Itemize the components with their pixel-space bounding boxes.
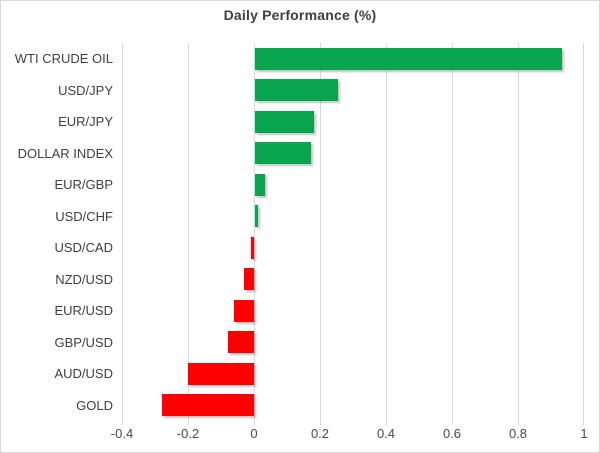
category-label-usd-chf: USD/CHF xyxy=(55,208,113,224)
x-axis: -0.4 -0.2 0 0.2 0.4 0.6 0.8 1 xyxy=(1,426,599,442)
gridline-x-1 xyxy=(583,43,584,425)
bar-eur-gbp xyxy=(255,173,265,196)
category-label-nzd-usd: NZD/USD xyxy=(55,271,113,287)
gridline-x-0.6 xyxy=(452,43,453,425)
gridline-x-0.4 xyxy=(386,43,387,425)
x-tick-label--0.4: -0.4 xyxy=(110,426,134,441)
bar-aud-usd xyxy=(188,362,254,385)
gridline-x--0.4 xyxy=(122,43,123,425)
category-label-dollar-index: DOLLAR INDEX xyxy=(17,145,113,161)
gridline-x-0.8 xyxy=(518,43,519,425)
x-tick-label-0.2: 0.2 xyxy=(310,426,330,441)
x-tick-label-0: 0 xyxy=(250,426,258,441)
x-tick-label-0.8: 0.8 xyxy=(508,426,528,441)
bar-usd-cad xyxy=(250,236,254,259)
bar-eur-usd xyxy=(234,299,254,322)
bar-wti-crude-oil xyxy=(255,47,562,70)
category-label-usd-cad: USD/CAD xyxy=(54,240,113,255)
category-label-eur-usd: EUR/USD xyxy=(54,303,113,318)
category-label-gold: GOLD xyxy=(76,397,113,413)
chart-title: Daily Performance (%) xyxy=(223,7,377,23)
gridline-x-0 xyxy=(254,43,255,425)
category-label-eur-gbp: EUR/GBP xyxy=(54,177,113,192)
bar-nzd-usd xyxy=(244,268,254,291)
x-tick-label-1: 1 xyxy=(580,426,588,441)
gridline-x-0.2 xyxy=(320,43,321,425)
bar-usd-chf xyxy=(255,205,259,228)
gridline-x--0.2 xyxy=(188,43,189,425)
plot-area xyxy=(122,43,584,425)
category-label-aud-usd: AUD/USD xyxy=(54,366,113,381)
bar-eur-jpy xyxy=(255,110,315,133)
bar-gbp-usd xyxy=(227,331,254,354)
category-label-gbp-usd: GBP/USD xyxy=(54,334,113,350)
bar-gold xyxy=(161,394,254,417)
category-label-usd-jpy: USD/JPY xyxy=(58,82,113,98)
bar-usd-jpy xyxy=(255,79,338,102)
x-tick-label-0.4: 0.4 xyxy=(376,426,396,441)
x-tick-label--0.2: -0.2 xyxy=(176,426,200,441)
category-axis: WTI CRUDE OIL USD/JPY EUR/JPY DOLLAR INDEX E… xyxy=(1,43,113,421)
category-label-wti-crude-oil: WTI CRUDE OIL xyxy=(14,51,113,66)
category-label-eur-jpy: EUR/JPY xyxy=(58,114,113,129)
x-tick-label-0.6: 0.6 xyxy=(442,426,462,441)
bar-dollar-index xyxy=(255,142,312,165)
